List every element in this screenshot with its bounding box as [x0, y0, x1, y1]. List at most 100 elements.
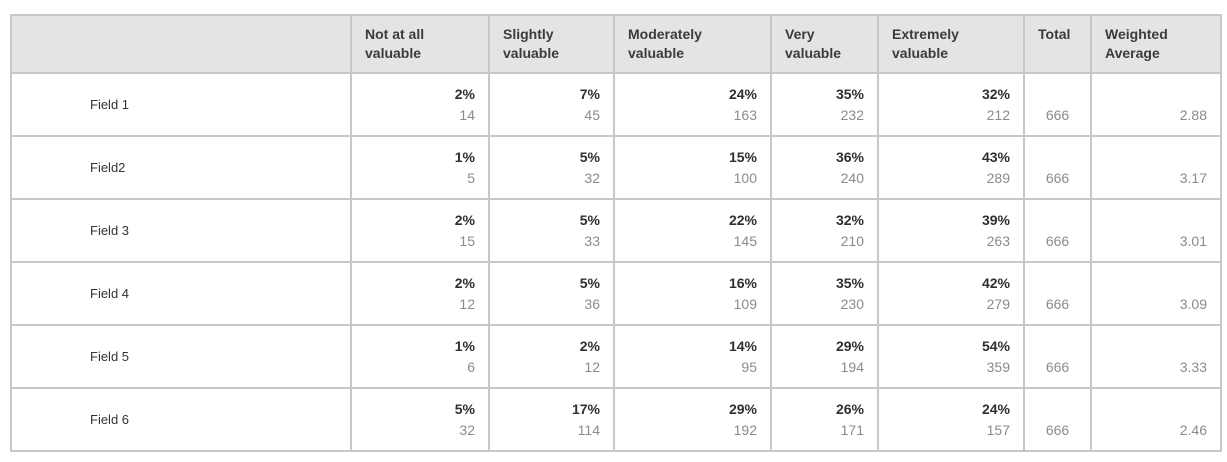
cell-not-at-all: 2% 14 — [350, 72, 490, 137]
cell-very: 26% 171 — [770, 387, 879, 452]
weighted-average-value: 3.33 — [1179, 359, 1207, 375]
corner-header — [10, 14, 352, 74]
table-row-field-5: Field 5 1% 6 2% 12 14% 95 29% 194 — [10, 324, 1222, 389]
total-value: 666 — [1045, 233, 1070, 249]
cell-slightly: 5% 36 — [488, 261, 615, 326]
count-value: 14 — [459, 106, 475, 123]
percentage-value: 5% — [454, 400, 475, 417]
row-label: Field 4 — [10, 261, 352, 326]
count-value: 114 — [577, 421, 600, 438]
cell-extremely: 24% 157 — [877, 387, 1025, 452]
count-value: 279 — [986, 295, 1010, 312]
cell-very: 35% 232 — [770, 72, 879, 137]
cell-extremely: 43% 289 — [877, 135, 1025, 200]
percentage-value: 16% — [728, 274, 757, 291]
table-row-field-3: Field 3 2% 15 5% 33 22% 145 32% 210 — [10, 198, 1222, 263]
count-value: 36 — [584, 295, 600, 312]
count-value: 157 — [986, 421, 1010, 438]
count-value: 33 — [584, 232, 600, 249]
percentage-value: 2% — [454, 211, 475, 228]
percentage-value: 35% — [835, 274, 864, 291]
count-value: 95 — [741, 358, 757, 375]
cell-very: 29% 194 — [770, 324, 879, 389]
cell-moderately: 29% 192 — [613, 387, 772, 452]
row-label: Field 6 — [10, 387, 352, 452]
count-value: 212 — [986, 106, 1010, 123]
percentage-value: 26% — [835, 400, 864, 417]
percentage-value: 32% — [835, 211, 864, 228]
count-value: 163 — [733, 106, 757, 123]
col-header-slightly-valuable: Slightly valuable — [488, 14, 615, 74]
cell-not-at-all: 1% 5 — [350, 135, 490, 200]
table-row-field-1: Field 1 2% 14 7% 45 24% 163 35% 232 — [10, 72, 1222, 137]
count-value: 15 — [459, 232, 475, 249]
cell-total: 666 — [1023, 135, 1092, 200]
percentage-value: 2% — [454, 85, 475, 102]
cell-weighted-average: 3.33 — [1090, 324, 1222, 389]
cell-weighted-average: 2.46 — [1090, 387, 1222, 452]
count-value: 240 — [840, 169, 864, 186]
count-value: 32 — [459, 421, 475, 438]
cell-very: 35% 230 — [770, 261, 879, 326]
total-value: 666 — [1045, 296, 1070, 312]
count-value: 192 — [733, 421, 757, 438]
percentage-value: 17% — [571, 400, 600, 417]
weighted-average-value: 2.46 — [1179, 422, 1207, 438]
weighted-average-value: 3.17 — [1179, 170, 1207, 186]
weighted-average-value: 3.01 — [1179, 233, 1207, 249]
row-label: Field2 — [10, 135, 352, 200]
percentage-value: 54% — [981, 337, 1010, 354]
percentage-value: 43% — [981, 148, 1010, 165]
cell-moderately: 24% 163 — [613, 72, 772, 137]
count-value: 100 — [733, 169, 757, 186]
cell-very: 32% 210 — [770, 198, 879, 263]
count-value: 12 — [584, 358, 600, 375]
percentage-value: 22% — [728, 211, 757, 228]
total-value: 666 — [1045, 422, 1070, 438]
count-value: 263 — [986, 232, 1010, 249]
percentage-value: 5% — [579, 274, 600, 291]
cell-moderately: 14% 95 — [613, 324, 772, 389]
table-row-field-2: Field2 1% 5 5% 32 15% 100 36% 240 — [10, 135, 1222, 200]
percentage-value: 2% — [579, 337, 600, 354]
percentage-value: 7% — [579, 85, 600, 102]
cell-total: 666 — [1023, 198, 1092, 263]
count-value: 145 — [733, 232, 757, 249]
percentage-value: 24% — [728, 85, 757, 102]
percentage-value: 1% — [454, 337, 475, 354]
cell-moderately: 16% 109 — [613, 261, 772, 326]
cell-not-at-all: 1% 6 — [350, 324, 490, 389]
col-header-very-valuable: Very valuable — [770, 14, 879, 74]
row-label: Field 1 — [10, 72, 352, 137]
table-row-field-6: Field 6 5% 32 17% 114 29% 192 26% 171 — [10, 387, 1222, 452]
count-value: 45 — [584, 106, 600, 123]
cell-not-at-all: 2% 12 — [350, 261, 490, 326]
cell-slightly: 5% 33 — [488, 198, 615, 263]
total-value: 666 — [1045, 107, 1070, 123]
table-row-field-4: Field 4 2% 12 5% 36 16% 109 35% 230 — [10, 261, 1222, 326]
cell-extremely: 42% 279 — [877, 261, 1025, 326]
weighted-average-value: 3.09 — [1179, 296, 1207, 312]
total-value: 666 — [1045, 170, 1070, 186]
cell-weighted-average: 3.17 — [1090, 135, 1222, 200]
cell-total: 666 — [1023, 387, 1092, 452]
cell-total: 666 — [1023, 261, 1092, 326]
cell-weighted-average: 3.01 — [1090, 198, 1222, 263]
col-header-extremely-valuable: Extremely valuable — [877, 14, 1025, 74]
cell-slightly: 7% 45 — [488, 72, 615, 137]
percentage-value: 5% — [579, 211, 600, 228]
cell-slightly: 5% 32 — [488, 135, 615, 200]
percentage-value: 5% — [579, 148, 600, 165]
percentage-value: 14% — [728, 337, 757, 354]
count-value: 12 — [459, 295, 475, 312]
count-value: 171 — [840, 421, 864, 438]
percentage-value: 2% — [454, 274, 475, 291]
count-value: 32 — [584, 169, 600, 186]
cell-total: 666 — [1023, 72, 1092, 137]
percentage-value: 32% — [981, 85, 1010, 102]
percentage-value: 35% — [835, 85, 864, 102]
col-header-total: Total — [1023, 14, 1092, 74]
cell-extremely: 39% 263 — [877, 198, 1025, 263]
row-label: Field 3 — [10, 198, 352, 263]
